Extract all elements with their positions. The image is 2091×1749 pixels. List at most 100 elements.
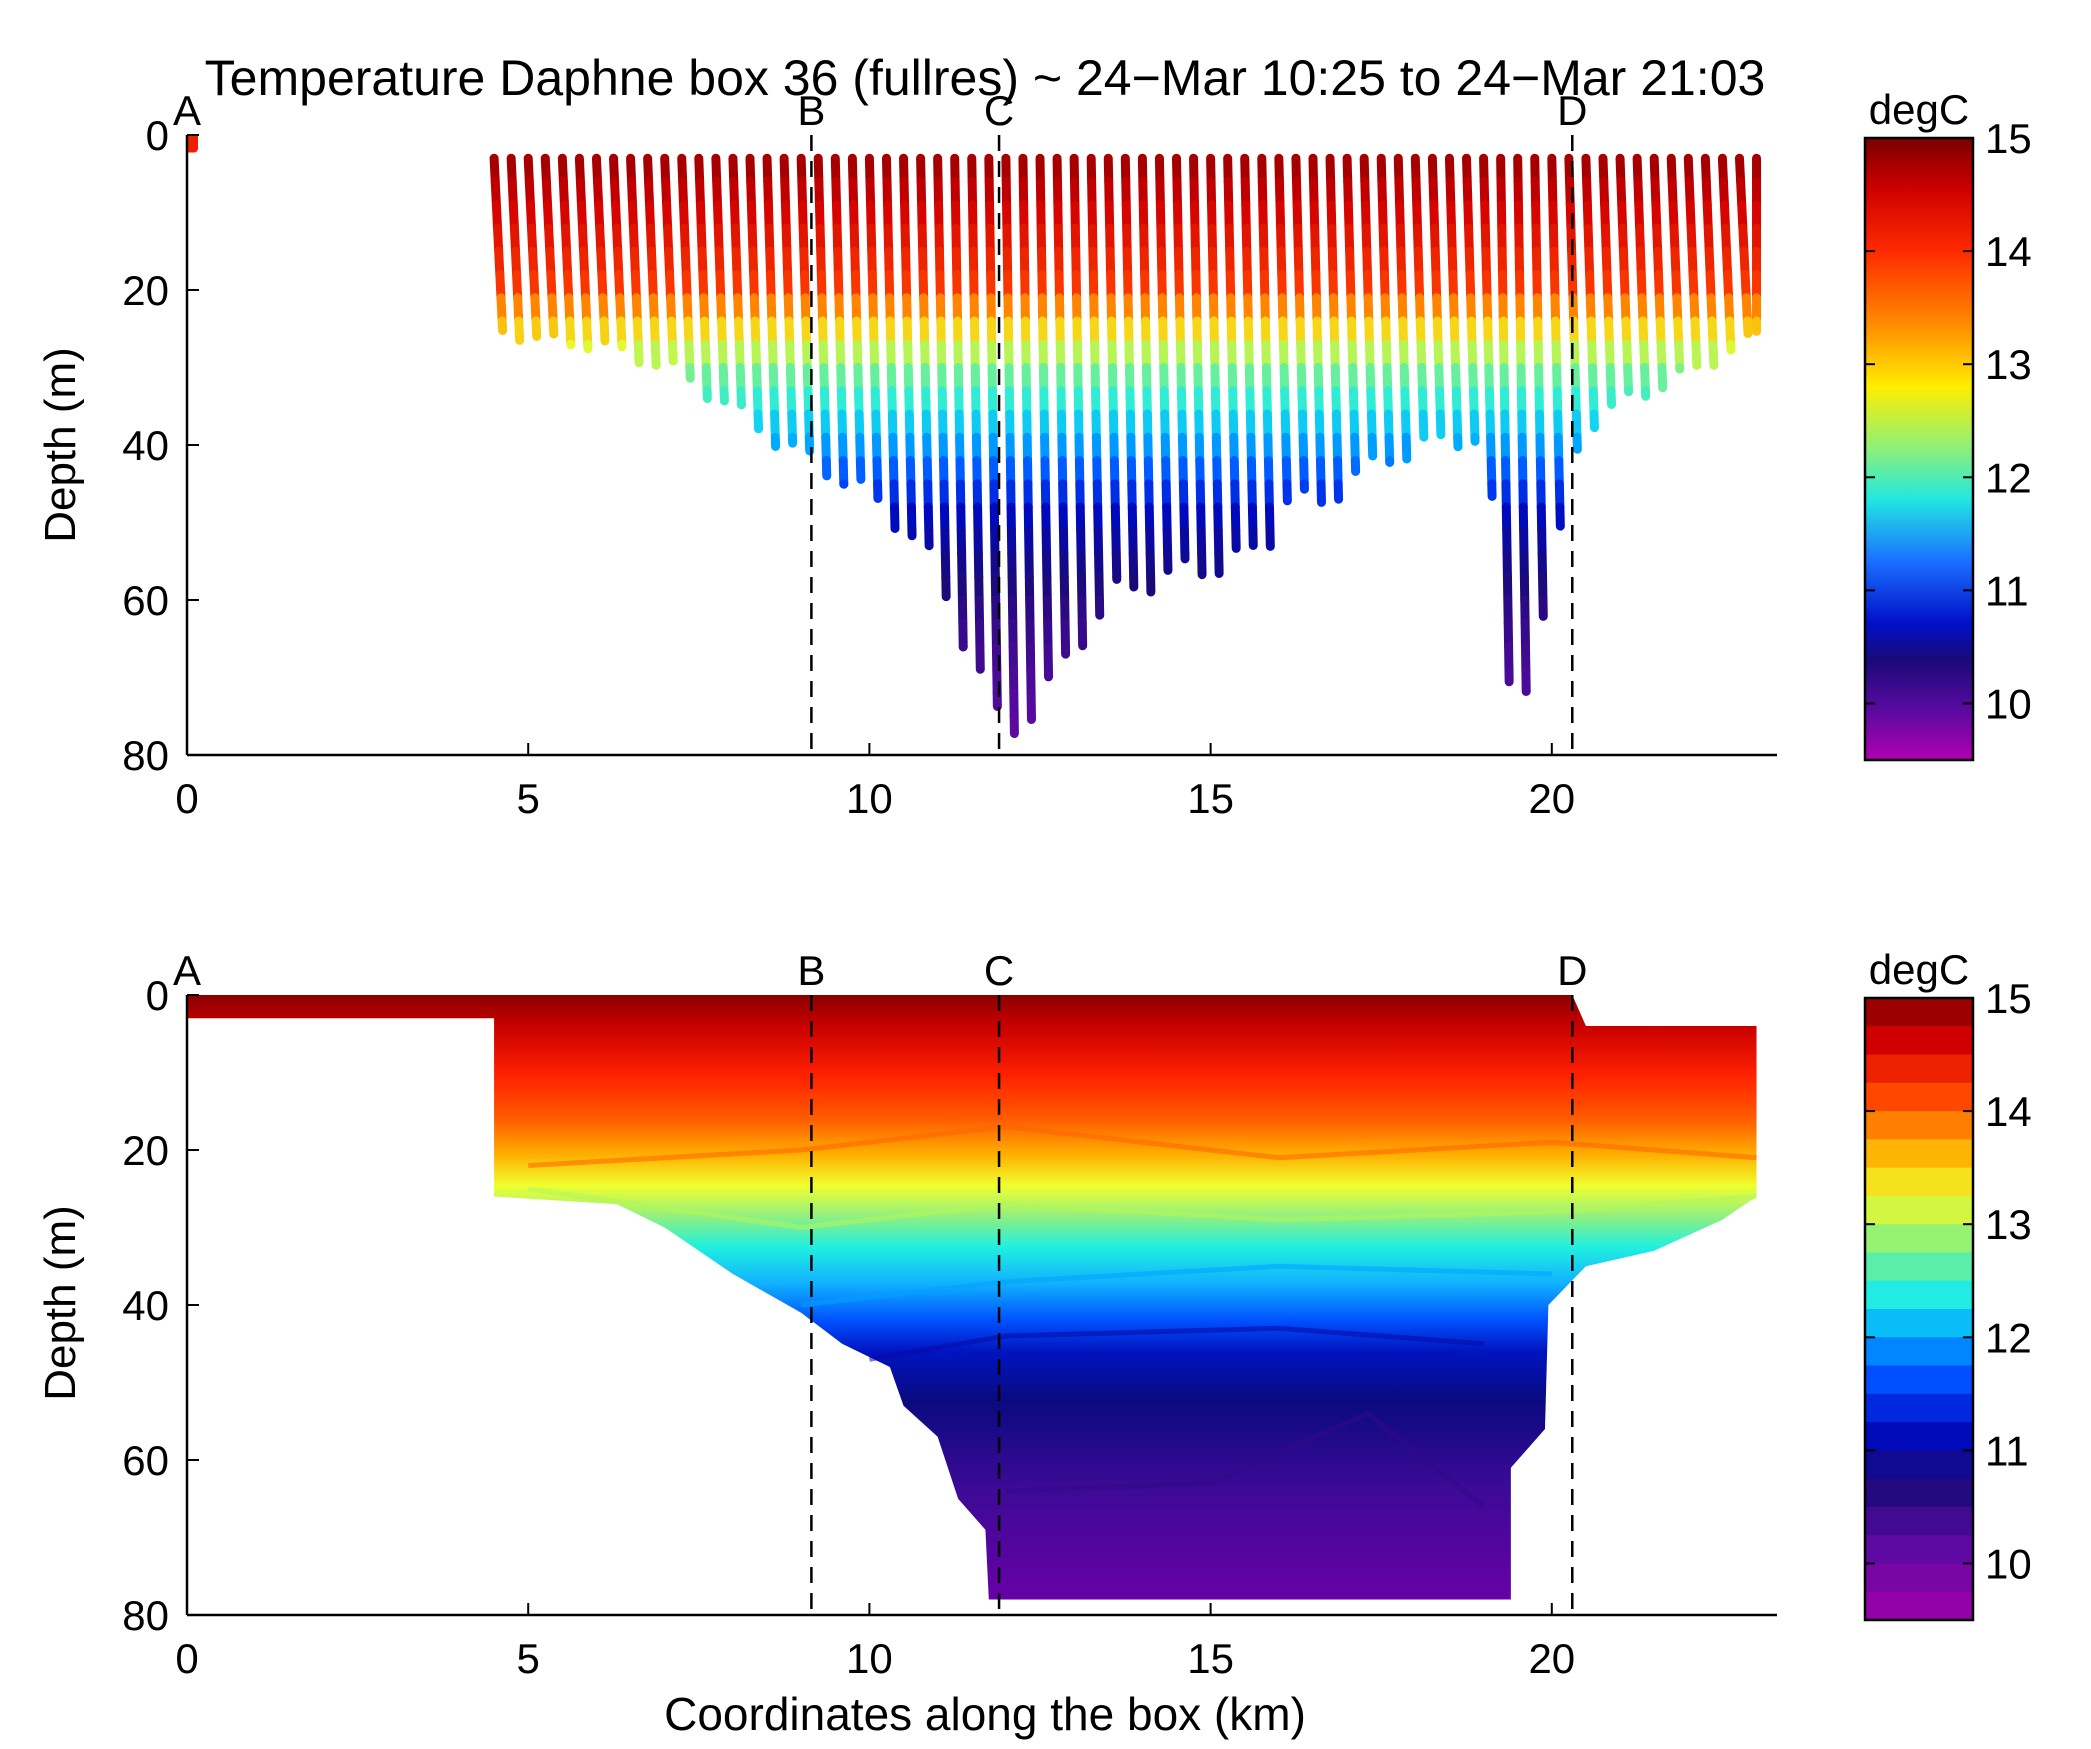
colorbar-band	[1865, 1478, 1973, 1508]
section-fill	[187, 995, 1757, 1600]
y-tick-label: 0	[146, 112, 169, 159]
colorbar-band	[1865, 1280, 1973, 1310]
colorbar-tick-label: 10	[1985, 680, 2032, 727]
temperature-contours	[187, 995, 1757, 1600]
colorbar-band	[1865, 1563, 1973, 1593]
marker-label-c: C	[984, 87, 1014, 134]
dive-track-segment	[548, 316, 559, 339]
colorbar-band	[1865, 1309, 1973, 1338]
colorbar-band	[1865, 1167, 1973, 1197]
y-tick-label: 40	[122, 1282, 169, 1329]
colorbar-tick-label: 12	[1985, 1314, 2032, 1361]
dive-track-segment	[599, 316, 610, 346]
colorbar-band	[1865, 1195, 1973, 1225]
dive-track-segment	[531, 316, 542, 341]
colorbar-tick-label: 14	[1985, 228, 2032, 275]
colorbar-band	[1865, 1337, 1973, 1367]
colorbar: 10 11 12 13 14 15 degC	[1863, 946, 2032, 1622]
isotherm	[527, 1186, 1757, 1230]
y-axis-label: Depth (m)	[36, 347, 85, 543]
y-tick-label: 0	[146, 972, 169, 1019]
x-tick-label: 5	[517, 775, 540, 822]
colorbar-frame	[1863, 996, 1975, 1622]
marker-label-b: B	[797, 87, 825, 134]
dive-track-segment	[650, 339, 661, 370]
dive-track-segment	[1418, 409, 1429, 442]
colorbar-band	[1865, 1252, 1973, 1282]
dive-track-segment	[514, 316, 525, 345]
y-tick-label: 40	[122, 422, 169, 469]
y-tick-label: 80	[122, 1592, 169, 1639]
marker-label-d: D	[1557, 87, 1587, 134]
colorbar-tick-label: 13	[1985, 341, 2032, 388]
dive-track-segment	[1708, 339, 1719, 370]
x-tick-label: 15	[1187, 1635, 1234, 1682]
station-markers: A B C D	[173, 87, 1587, 755]
colorbar-frame	[1863, 136, 1975, 762]
colorbar-band	[1865, 1365, 1973, 1395]
colorbar-band	[1865, 1026, 1973, 1056]
colorbar-tick-label: 14	[1985, 1088, 2032, 1135]
colorbar-band	[1865, 1422, 1973, 1451]
x-tick-label: 20	[1528, 775, 1575, 822]
colorbar-band	[1865, 998, 1973, 1027]
marker-label-c: C	[984, 947, 1014, 994]
marker-label-a: A	[173, 87, 201, 134]
station-markers: A B C D	[173, 947, 1587, 1615]
isotherm	[800, 1263, 1552, 1308]
axes: 0 5 10 15 20 0 20 40 60 80	[122, 112, 1777, 822]
colorbar-band	[1865, 1506, 1973, 1536]
x-axis-label: Coordinates along the box (km)	[664, 1688, 1306, 1740]
dive-track-segment	[855, 456, 866, 484]
colorbar-tick-label: 15	[1985, 115, 2032, 162]
x-tick-label: 20	[1528, 1635, 1575, 1682]
colorbar-band	[1865, 1535, 1973, 1565]
colorbar-band	[1865, 1450, 1973, 1480]
isotherm	[1005, 1411, 1486, 1509]
surface-points	[187, 135, 198, 153]
colorbar-tick-label: 15	[1985, 975, 2032, 1022]
figure-title: Temperature Daphne box 36 (fullres) ~ 24…	[205, 50, 1766, 106]
colorbar-band	[1865, 1393, 1973, 1423]
dive-track-segment	[1435, 409, 1446, 440]
colorbar-tick-label: 12	[1985, 454, 2032, 501]
x-tick-label: 0	[175, 775, 198, 822]
x-tick-label: 0	[175, 1635, 198, 1682]
colorbar-tick-label: 13	[1985, 1201, 2032, 1248]
marker-label-d: D	[1557, 947, 1587, 994]
colorbar: 10 11 12 13 14 15 degC	[1863, 86, 2032, 762]
marker-label-a: A	[173, 947, 201, 994]
isotherm	[528, 1124, 1757, 1168]
marker-label-b: B	[797, 947, 825, 994]
dive-track-segment	[1691, 339, 1702, 370]
colorbar-band	[1865, 1082, 1973, 1112]
y-tick-label: 20	[122, 267, 169, 314]
colorbar-band	[1865, 1224, 1973, 1254]
colorbar-gradient	[1865, 138, 1973, 760]
x-tick-label: 10	[846, 1635, 893, 1682]
colorbar-tick-label: 11	[1985, 1427, 2029, 1474]
isotherm	[868, 1325, 1484, 1362]
colorbar-label: degC	[1869, 86, 1969, 133]
dive-track-segment	[1742, 316, 1753, 339]
dive-track-segment	[1367, 432, 1378, 461]
y-tick-label: 60	[122, 577, 169, 624]
x-tick-label: 10	[846, 775, 893, 822]
axes: 0 5 10 15 20 0 20 40 60 80	[122, 972, 1777, 1682]
colorbar-band	[1865, 1591, 1973, 1621]
colorbar-label: degC	[1869, 946, 1969, 993]
colorbar-band	[1865, 1054, 1973, 1084]
dive-track-segment	[668, 339, 678, 366]
y-tick-label: 60	[122, 1437, 169, 1484]
colorbar-band	[1865, 1111, 1973, 1140]
y-tick-label: 20	[122, 1127, 169, 1174]
colorbar-tick-label: 11	[1985, 567, 2029, 614]
dive-track-segment	[633, 339, 644, 368]
dive-track-segment	[1401, 432, 1412, 464]
x-tick-label: 15	[1187, 775, 1234, 822]
colorbar-tick-label: 10	[1985, 1540, 2032, 1587]
colorbar-band	[1865, 1139, 1973, 1169]
